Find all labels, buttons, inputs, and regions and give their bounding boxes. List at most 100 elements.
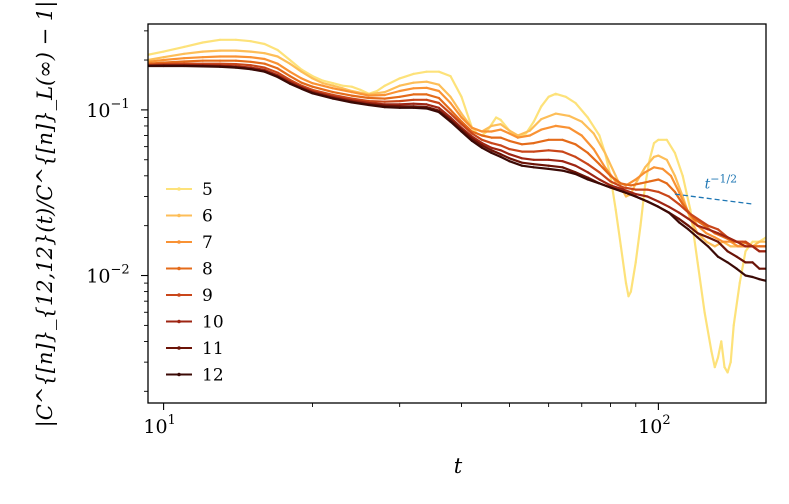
series-point [398,95,401,98]
series-point [729,245,732,248]
legend-item-6: 6 [166,207,213,227]
series-point [735,255,738,258]
series-point [738,282,741,285]
legend-label: 12 [202,366,224,386]
legend-item-12: 12 [166,366,224,386]
plot-frame [147,23,767,404]
series-point [276,71,279,74]
series-point [547,149,550,152]
series-point [311,82,314,85]
series-point [425,98,428,101]
series-point [480,130,484,133]
annotation-label: t−1/2 [705,173,738,193]
series-point [425,103,428,106]
series-point [574,101,577,105]
series-point [586,151,589,154]
series-point [490,136,493,139]
series-point [716,228,720,231]
legend-label: 9 [202,286,213,306]
series-point [300,70,303,73]
series-point [723,366,726,369]
series-point [681,203,684,206]
series-point [528,129,532,132]
series-point [532,150,535,153]
series-point [480,138,484,141]
series-point [520,143,524,146]
series-point [520,150,524,153]
series-point [437,96,440,100]
series-point [568,126,571,129]
series-point [744,240,747,243]
series-point [592,148,595,151]
series-point [648,180,651,183]
series-point [350,101,353,104]
series-point [437,106,440,109]
series-point [707,236,710,239]
series-point [449,112,452,115]
series-point [586,116,589,119]
series-point [499,155,502,158]
legend-label: 7 [202,233,213,253]
series-point [592,132,595,135]
series-point [425,93,428,96]
series-point [508,148,511,151]
series-point [657,200,660,203]
series-point [249,64,252,67]
series-point [716,232,720,235]
series-point [751,275,754,279]
series-point [263,62,266,65]
series-point [622,190,625,193]
series-point [657,205,660,208]
series-point [634,178,637,181]
series-point [710,350,713,353]
series-point [412,102,415,105]
series-point [561,166,564,169]
series-point [758,278,761,281]
series-point [696,261,699,264]
series-point [249,40,252,43]
series-point [751,245,754,248]
series-point [412,106,415,109]
series-point [288,82,291,85]
series-point [677,217,681,220]
series-point [574,172,577,176]
series-point [547,167,550,170]
series-point [311,92,314,95]
series-point [218,62,222,65]
legend-marker [177,240,181,244]
legend-marker [177,266,181,271]
series-point [201,56,204,59]
series-point [331,84,335,87]
series-point [375,89,379,93]
series-point [276,67,279,70]
series-point [735,240,738,243]
series-point [300,81,303,84]
series-point [263,52,266,55]
series-point [276,75,279,79]
series-point [201,41,204,44]
series-point [629,290,633,293]
series-point [234,38,237,41]
series-point [657,190,660,193]
series-point [696,217,699,220]
series-point [657,178,660,181]
series-point [703,224,706,227]
series-point [480,142,484,145]
series-point [634,188,637,191]
series-point [321,82,325,85]
series-point [667,205,671,208]
series-point [383,91,386,94]
series-point [744,274,747,277]
series-point [321,79,325,82]
series-point [661,167,664,170]
series-point [508,132,511,135]
series-point [263,66,266,69]
series-point [218,59,222,62]
series-point [540,105,543,108]
series-point [703,311,706,314]
series-point [183,64,186,68]
series-point [412,93,415,96]
series-point [234,66,237,69]
legend-marker [177,213,181,218]
